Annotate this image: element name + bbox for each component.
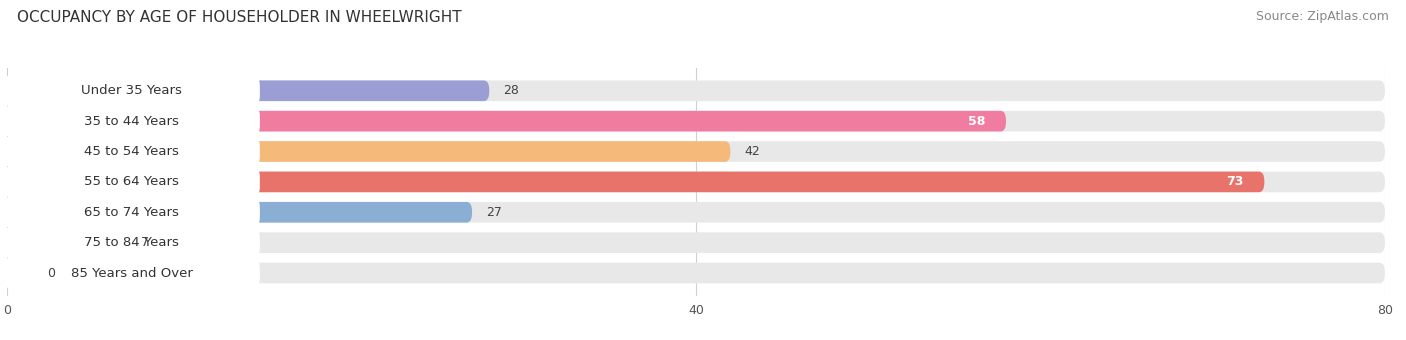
Text: 7: 7 xyxy=(142,236,149,249)
Text: 28: 28 xyxy=(503,84,519,97)
FancyBboxPatch shape xyxy=(7,263,1385,283)
Text: 75 to 84 Years: 75 to 84 Years xyxy=(84,236,180,249)
FancyBboxPatch shape xyxy=(7,172,1385,192)
Text: Source: ZipAtlas.com: Source: ZipAtlas.com xyxy=(1256,10,1389,23)
Text: Under 35 Years: Under 35 Years xyxy=(82,84,183,97)
FancyBboxPatch shape xyxy=(7,141,1385,162)
Text: OCCUPANCY BY AGE OF HOUSEHOLDER IN WHEELWRIGHT: OCCUPANCY BY AGE OF HOUSEHOLDER IN WHEEL… xyxy=(17,10,461,25)
FancyBboxPatch shape xyxy=(7,202,472,223)
FancyBboxPatch shape xyxy=(7,232,1385,253)
FancyBboxPatch shape xyxy=(7,202,1385,223)
FancyBboxPatch shape xyxy=(7,81,489,101)
FancyBboxPatch shape xyxy=(4,75,260,106)
FancyBboxPatch shape xyxy=(4,166,260,198)
FancyBboxPatch shape xyxy=(7,263,32,283)
FancyBboxPatch shape xyxy=(7,111,1007,132)
Text: 45 to 54 Years: 45 to 54 Years xyxy=(84,145,180,158)
FancyBboxPatch shape xyxy=(4,197,260,228)
FancyBboxPatch shape xyxy=(4,105,260,137)
Text: 55 to 64 Years: 55 to 64 Years xyxy=(84,175,180,188)
Text: 85 Years and Over: 85 Years and Over xyxy=(70,267,193,279)
FancyBboxPatch shape xyxy=(7,172,1264,192)
Text: 65 to 74 Years: 65 to 74 Years xyxy=(84,206,180,219)
Text: 0: 0 xyxy=(46,267,55,279)
Text: 73: 73 xyxy=(1226,175,1244,188)
FancyBboxPatch shape xyxy=(4,227,260,258)
FancyBboxPatch shape xyxy=(4,136,260,167)
Text: 58: 58 xyxy=(967,115,986,128)
Text: 35 to 44 Years: 35 to 44 Years xyxy=(84,115,180,128)
FancyBboxPatch shape xyxy=(7,81,1385,101)
FancyBboxPatch shape xyxy=(7,111,1385,132)
FancyBboxPatch shape xyxy=(7,141,731,162)
FancyBboxPatch shape xyxy=(7,232,128,253)
Text: 42: 42 xyxy=(744,145,761,158)
Text: 27: 27 xyxy=(486,206,502,219)
FancyBboxPatch shape xyxy=(4,257,260,289)
